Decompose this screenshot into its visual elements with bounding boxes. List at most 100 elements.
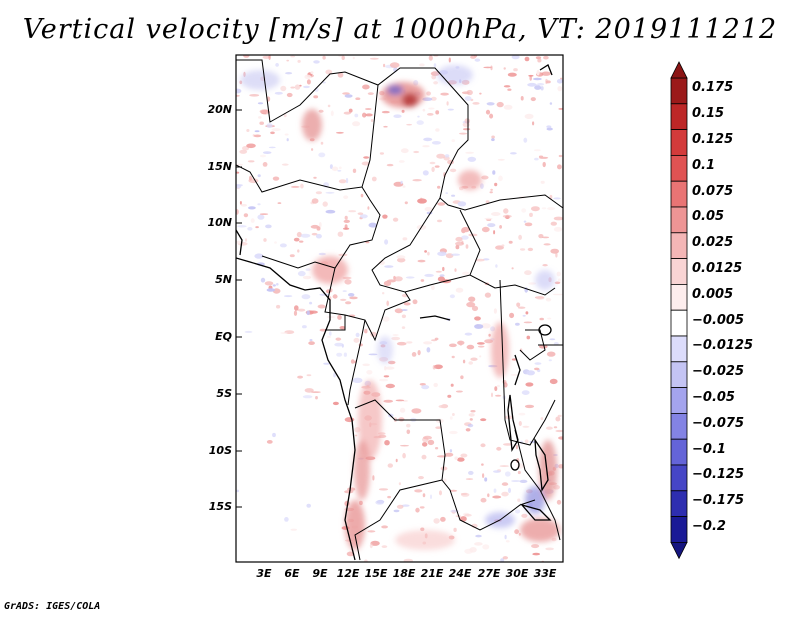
velocity-speckle bbox=[401, 109, 405, 113]
velocity-speckle bbox=[557, 164, 562, 170]
velocity-speckle bbox=[260, 277, 266, 283]
velocity-speckle bbox=[424, 273, 434, 277]
velocity-speckle bbox=[274, 241, 277, 244]
velocity-speckle bbox=[529, 75, 532, 81]
velocity-speckle bbox=[495, 245, 504, 250]
velocity-speckle bbox=[518, 421, 522, 426]
velocity-speckle bbox=[422, 145, 430, 148]
velocity-speckle bbox=[259, 213, 269, 216]
velocity-speckle bbox=[381, 545, 388, 548]
velocity-speckle bbox=[236, 94, 240, 97]
colorbar-swatch bbox=[670, 335, 688, 363]
velocity-speckle bbox=[536, 296, 545, 300]
velocity-speckle bbox=[489, 113, 494, 119]
velocity-speckle bbox=[378, 488, 389, 491]
velocity-speckle bbox=[480, 418, 487, 422]
velocity-speckle bbox=[248, 206, 256, 210]
lon-label: 30E bbox=[505, 567, 529, 580]
velocity-speckle bbox=[474, 316, 481, 321]
velocity-speckle bbox=[523, 137, 528, 143]
velocity-speckle bbox=[433, 81, 438, 85]
velocity-speckle bbox=[515, 322, 520, 326]
velocity-speckle bbox=[491, 212, 501, 216]
velocity-speckle bbox=[505, 540, 510, 543]
velocity-speckle bbox=[447, 108, 454, 111]
velocity-speckle bbox=[461, 91, 470, 95]
velocity-speckle bbox=[543, 55, 549, 60]
velocity-speckle bbox=[435, 110, 440, 115]
velocity-speckle bbox=[387, 463, 393, 468]
velocity-speckle bbox=[393, 275, 396, 280]
velocity-speckle bbox=[426, 347, 431, 353]
lat-label: 5N bbox=[215, 273, 232, 286]
velocity-speckle bbox=[533, 149, 541, 152]
velocity-speckle bbox=[511, 55, 520, 60]
velocity-speckle bbox=[423, 341, 433, 345]
velocity-speckle bbox=[542, 264, 548, 267]
velocity-speckle bbox=[305, 268, 311, 271]
velocity-speckle bbox=[439, 274, 445, 277]
velocity-speckle bbox=[362, 363, 371, 367]
velocity-speckle bbox=[270, 131, 275, 135]
velocity-speckle bbox=[297, 375, 303, 379]
velocity-speckle bbox=[454, 456, 459, 460]
velocity-speckle bbox=[250, 218, 255, 223]
velocity-speckle bbox=[345, 178, 349, 184]
velocity-speckle bbox=[239, 149, 248, 154]
colorbar-swatch bbox=[670, 516, 688, 543]
velocity-speckle bbox=[430, 96, 437, 101]
lon-label: 3E bbox=[256, 567, 272, 580]
map-title: Vertical velocity [m/s] at 1000hPa, VT: … bbox=[22, 14, 778, 45]
velocity-speckle bbox=[359, 214, 368, 219]
velocity-speckle bbox=[455, 390, 463, 393]
velocity-speckle bbox=[511, 480, 521, 482]
velocity-speckle bbox=[451, 355, 455, 359]
velocity-speckle bbox=[279, 243, 287, 248]
lon-label: 9E bbox=[312, 567, 328, 580]
velocity-speckle bbox=[395, 458, 398, 463]
velocity-speckle bbox=[540, 417, 544, 421]
velocity-speckle bbox=[311, 232, 318, 236]
velocity-speckle bbox=[487, 493, 490, 498]
velocity-speckle bbox=[317, 304, 326, 309]
velocity-speckle bbox=[400, 180, 403, 185]
velocity-speckle bbox=[485, 200, 490, 204]
velocity-speckle bbox=[514, 529, 519, 535]
velocity-speckle bbox=[344, 224, 348, 230]
velocity-speckle bbox=[558, 464, 563, 469]
velocity-speckle bbox=[442, 266, 445, 272]
velocity-speckle bbox=[420, 279, 425, 282]
velocity-speckle bbox=[337, 314, 342, 320]
velocity-speckle bbox=[451, 194, 456, 197]
velocity-speckle bbox=[308, 341, 315, 345]
velocity-speckle bbox=[401, 314, 406, 319]
velocity-speckle bbox=[477, 342, 485, 345]
lon-label: 33E bbox=[533, 567, 557, 580]
velocity-speckle bbox=[462, 271, 470, 276]
velocity-speckle bbox=[253, 134, 262, 138]
velocity-speckle bbox=[394, 308, 403, 314]
velocity-speckle bbox=[541, 236, 550, 239]
velocity-speckle bbox=[236, 489, 240, 493]
velocity-speckle bbox=[396, 341, 407, 346]
velocity-speckle bbox=[449, 489, 458, 492]
velocity-speckle bbox=[550, 221, 557, 226]
velocity-speckle bbox=[352, 56, 355, 60]
velocity-speckle bbox=[549, 102, 553, 105]
velocity-speckle bbox=[529, 212, 533, 217]
velocity-speckle bbox=[424, 250, 427, 253]
velocity-speckle bbox=[246, 143, 256, 149]
velocity-speckle bbox=[475, 534, 482, 538]
velocity-speckle bbox=[547, 207, 556, 211]
velocity-speckle bbox=[479, 92, 482, 95]
velocity-speckle bbox=[518, 234, 522, 240]
velocity-speckle bbox=[433, 364, 443, 370]
velocity-speckle bbox=[300, 233, 311, 238]
velocity-speckle bbox=[353, 337, 360, 343]
velocity-speckle bbox=[504, 534, 507, 540]
colorbar-swatch bbox=[670, 438, 688, 466]
velocity-speckle bbox=[366, 370, 373, 375]
velocity-speckle bbox=[419, 383, 426, 386]
velocity-speckle bbox=[433, 518, 440, 524]
velocity-speckle bbox=[384, 366, 387, 371]
